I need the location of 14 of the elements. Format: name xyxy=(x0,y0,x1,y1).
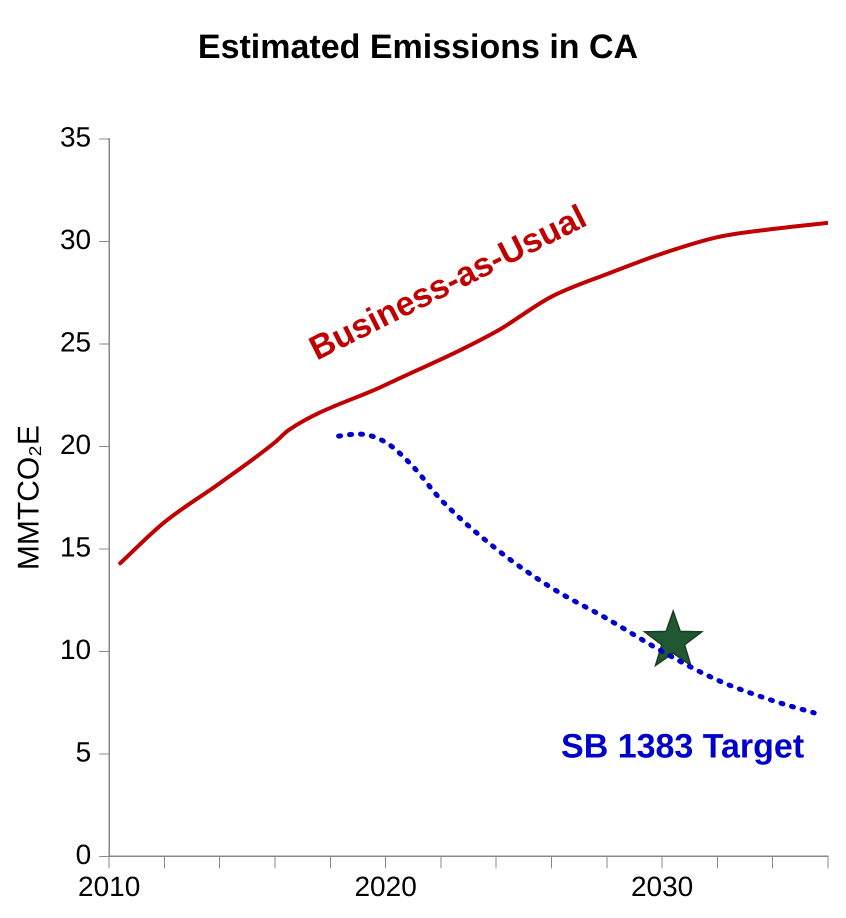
y-tick-label: 20 xyxy=(60,429,92,460)
y-tick-label: 30 xyxy=(60,224,92,256)
y-tick-label: 5 xyxy=(76,736,92,768)
x-tick-label: 2020 xyxy=(354,870,417,902)
y-tick-label: 0 xyxy=(76,839,92,870)
chart-title: Estimated Emissions in CA xyxy=(198,28,638,66)
y-tick-label: 10 xyxy=(60,634,92,666)
y-tick-label: 25 xyxy=(60,326,92,358)
y-tick-label: 35 xyxy=(60,122,92,153)
series-label: SB 1383 Target xyxy=(561,727,804,766)
y-axis-title: MMTCO₂E xyxy=(12,425,46,570)
x-tick-label: 2030 xyxy=(630,870,694,902)
y-tick-label: 15 xyxy=(60,532,92,563)
x-tick-label: 2010 xyxy=(78,870,140,902)
